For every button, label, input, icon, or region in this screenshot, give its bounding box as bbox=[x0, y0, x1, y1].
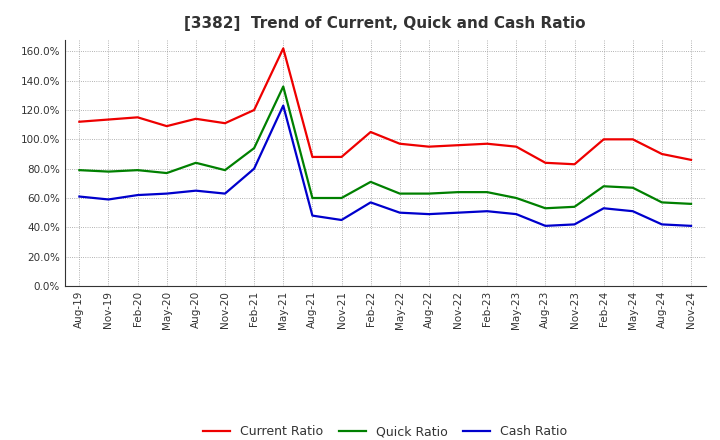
Current Ratio bbox=[599, 137, 608, 142]
Quick Ratio bbox=[512, 195, 521, 201]
Quick Ratio bbox=[599, 183, 608, 189]
Current Ratio bbox=[250, 107, 258, 113]
Quick Ratio bbox=[541, 205, 550, 211]
Cash Ratio bbox=[337, 217, 346, 223]
Line: Quick Ratio: Quick Ratio bbox=[79, 87, 691, 208]
Quick Ratio bbox=[657, 200, 666, 205]
Current Ratio bbox=[337, 154, 346, 160]
Quick Ratio bbox=[308, 195, 317, 201]
Cash Ratio bbox=[599, 205, 608, 211]
Quick Ratio bbox=[454, 190, 462, 195]
Quick Ratio bbox=[220, 168, 229, 173]
Cash Ratio bbox=[395, 210, 404, 215]
Quick Ratio bbox=[104, 169, 113, 174]
Current Ratio bbox=[395, 141, 404, 147]
Quick Ratio bbox=[250, 146, 258, 151]
Quick Ratio bbox=[570, 204, 579, 209]
Current Ratio bbox=[687, 157, 696, 162]
Quick Ratio bbox=[337, 195, 346, 201]
Cash Ratio bbox=[570, 222, 579, 227]
Current Ratio bbox=[366, 129, 375, 135]
Cash Ratio bbox=[454, 210, 462, 215]
Quick Ratio bbox=[366, 179, 375, 184]
Current Ratio bbox=[454, 143, 462, 148]
Quick Ratio bbox=[133, 168, 142, 173]
Current Ratio bbox=[220, 121, 229, 126]
Line: Cash Ratio: Cash Ratio bbox=[79, 106, 691, 226]
Cash Ratio bbox=[163, 191, 171, 196]
Cash Ratio bbox=[629, 209, 637, 214]
Cash Ratio bbox=[104, 197, 113, 202]
Quick Ratio bbox=[192, 160, 200, 165]
Quick Ratio bbox=[687, 201, 696, 206]
Current Ratio bbox=[163, 124, 171, 129]
Cash Ratio bbox=[308, 213, 317, 218]
Cash Ratio bbox=[425, 212, 433, 217]
Cash Ratio bbox=[483, 209, 492, 214]
Current Ratio bbox=[657, 151, 666, 157]
Cash Ratio bbox=[657, 222, 666, 227]
Cash Ratio bbox=[192, 188, 200, 193]
Quick Ratio bbox=[425, 191, 433, 196]
Current Ratio bbox=[512, 144, 521, 149]
Quick Ratio bbox=[483, 190, 492, 195]
Line: Current Ratio: Current Ratio bbox=[79, 48, 691, 164]
Current Ratio bbox=[279, 46, 287, 51]
Quick Ratio bbox=[279, 84, 287, 89]
Current Ratio bbox=[133, 115, 142, 120]
Cash Ratio bbox=[133, 192, 142, 198]
Current Ratio bbox=[541, 160, 550, 165]
Cash Ratio bbox=[541, 223, 550, 228]
Quick Ratio bbox=[163, 170, 171, 176]
Current Ratio bbox=[308, 154, 317, 160]
Current Ratio bbox=[629, 137, 637, 142]
Quick Ratio bbox=[629, 185, 637, 191]
Current Ratio bbox=[570, 161, 579, 167]
Current Ratio bbox=[104, 117, 113, 122]
Current Ratio bbox=[425, 144, 433, 149]
Cash Ratio bbox=[687, 223, 696, 228]
Title: [3382]  Trend of Current, Quick and Cash Ratio: [3382] Trend of Current, Quick and Cash … bbox=[184, 16, 586, 32]
Cash Ratio bbox=[512, 212, 521, 217]
Cash Ratio bbox=[279, 103, 287, 108]
Quick Ratio bbox=[75, 168, 84, 173]
Cash Ratio bbox=[366, 200, 375, 205]
Legend: Current Ratio, Quick Ratio, Cash Ratio: Current Ratio, Quick Ratio, Cash Ratio bbox=[198, 420, 572, 440]
Current Ratio bbox=[483, 141, 492, 147]
Cash Ratio bbox=[75, 194, 84, 199]
Current Ratio bbox=[75, 119, 84, 125]
Cash Ratio bbox=[250, 166, 258, 171]
Quick Ratio bbox=[395, 191, 404, 196]
Current Ratio bbox=[192, 116, 200, 121]
Cash Ratio bbox=[220, 191, 229, 196]
